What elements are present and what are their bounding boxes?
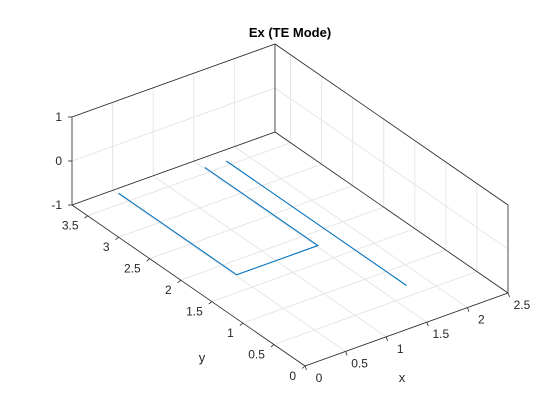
series-line-2	[226, 160, 407, 286]
grid-line-floor-y	[273, 271, 478, 346]
grid-line-floor-y	[211, 228, 415, 303]
z-tick-label: 1	[55, 110, 62, 124]
y-tick-label: 3.5	[62, 219, 79, 233]
x-tick-mark	[507, 292, 510, 298]
y-tick-label: 0	[289, 369, 296, 383]
y-tick-mark	[146, 258, 150, 262]
y-tick-mark	[84, 215, 88, 219]
y-tick-mark	[177, 279, 181, 283]
x-tick-label: 1.5	[432, 327, 449, 341]
grid-line-floor-x	[234, 146, 468, 309]
grid-line-side-z	[274, 87, 509, 250]
x-axis-line	[304, 292, 509, 367]
y-tick-mark	[301, 365, 306, 369]
floor-edge-right	[274, 131, 509, 294]
y-tick-label: 1	[227, 326, 234, 340]
z-tick-label: 0	[55, 154, 62, 168]
x-tick-label: 2.5	[514, 298, 531, 312]
y-tick-label: 3	[103, 240, 110, 254]
x-axis-label: x	[399, 370, 406, 385]
floor-pane	[72, 132, 508, 366]
x-tick-mark	[426, 322, 429, 327]
grid-line-floor-y	[180, 206, 384, 281]
z-tick-label: -1	[51, 198, 62, 212]
x-tick-mark	[385, 336, 389, 341]
y-tick-label: 1.5	[186, 305, 203, 319]
x-tick-label: 1	[397, 342, 404, 356]
axes-box	[71, 43, 509, 367]
y-tick-label: 2	[165, 283, 172, 297]
chart-title: Ex (TE Mode)	[249, 25, 331, 40]
grid-line-floor-x	[152, 175, 387, 338]
y-tick-mark	[270, 344, 275, 348]
grid-line-back-z	[71, 87, 276, 162]
x-tick-label: 2	[478, 313, 485, 327]
x-tick-mark	[345, 351, 348, 356]
y-tick-label: 0.5	[248, 348, 265, 362]
y-axis-line	[71, 204, 306, 367]
y-tick-mark	[115, 236, 119, 241]
x-tick-mark	[304, 365, 307, 371]
data-lines	[118, 160, 407, 286]
floor-edge-back	[71, 131, 276, 206]
y-tick-mark	[208, 301, 213, 305]
series-line-1	[118, 166, 320, 276]
grid-line-floor-y	[149, 185, 353, 260]
top-edge-side	[274, 43, 509, 206]
y-tick-mark	[239, 322, 244, 326]
grid-line-floor-x	[112, 189, 346, 352]
tick-labels: 0 0.5 1 1.5 2 2.5 0 0.5 1 1.5 2 2.5 3 3.5-1 0 1	[51, 110, 530, 385]
grid-line-floor-x	[193, 160, 428, 323]
x-tick-label: 0	[316, 371, 323, 385]
y-axis-label: y	[199, 350, 206, 365]
grid-line-floor-y	[87, 142, 291, 217]
top-edge-back	[71, 43, 276, 118]
y-tick-label: 2.5	[124, 262, 141, 276]
grid-line-floor-y	[118, 163, 322, 238]
x-tick-mark	[467, 307, 470, 312]
x-tick-label: 0.5	[351, 356, 368, 370]
grid-line-floor-y	[242, 249, 447, 324]
